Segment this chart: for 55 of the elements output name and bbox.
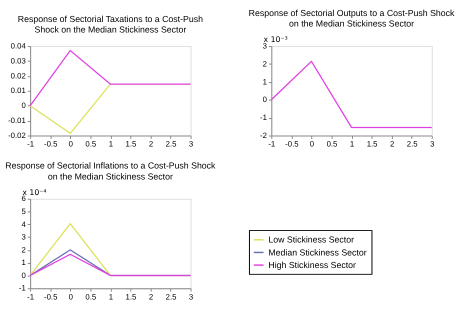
y-tick-label: 5	[21, 206, 26, 216]
x-tick-label: 0	[68, 292, 74, 302]
x-tick-label: 2.5	[406, 140, 418, 149]
x-tick-label: 3	[188, 292, 194, 302]
x-tick-label: 2	[148, 292, 154, 302]
x-tick-label: 1	[108, 292, 114, 302]
x-tick-label: 2	[148, 140, 154, 149]
x-tick-label: 0	[68, 140, 74, 149]
legend-label: Median Stickiness Sector	[268, 247, 367, 258]
y-tick-label: -0.02	[8, 130, 26, 140]
x-tick-label: 0.5	[85, 140, 96, 149]
x-tick-label: 2.5	[166, 292, 176, 302]
y-tick-label: 3	[262, 42, 267, 51]
x-tick-label: -0.5	[44, 292, 58, 302]
y-tick-label: 0.01	[10, 86, 26, 96]
y-tick-label: 0.02	[10, 71, 26, 80]
text: x 10⁻⁴	[22, 188, 47, 197]
x-tick-label: 1	[108, 140, 114, 149]
y-tick-label: 6	[21, 194, 26, 204]
y-tick-label: -1	[18, 284, 26, 293]
text: x 10⁻³	[264, 35, 288, 44]
x-tick-label: -1	[27, 140, 34, 149]
y-tick-label: 4	[21, 220, 26, 229]
x-tick-label: 3	[188, 140, 194, 149]
y-tick-label: -1	[260, 113, 267, 122]
y-tick-label: 0.04	[10, 42, 26, 51]
x-tick-label: 3	[430, 140, 434, 149]
x-tick-label: -1	[27, 292, 34, 302]
y-tick-label: 3	[21, 232, 26, 242]
y-tick-label: 0.03	[10, 56, 26, 66]
y-tick-label: 1	[262, 77, 267, 86]
x-tick-label: -0.5	[44, 140, 58, 149]
y-tick-label: -2	[260, 130, 267, 140]
x-tick-label: 0.5	[326, 140, 338, 149]
y-tick-label: 0	[21, 101, 26, 110]
y-tick-label: 0	[21, 270, 26, 280]
y-tick-label: 0	[262, 95, 268, 104]
x-tick-label: 0	[310, 140, 315, 149]
x-tick-label: 1	[350, 140, 354, 149]
x-tick-label: 0.5	[85, 292, 96, 302]
x-tick-label: 2.5	[166, 140, 176, 149]
y-tick-label: 2	[21, 245, 26, 254]
y-tick-label: -0.01	[8, 116, 26, 126]
chart-title: Response of Sectorial Outputs to a Cost-Push Shock on the Median Stickiness Sector	[248, 8, 456, 29]
x-tick-label: 2	[390, 140, 394, 149]
legend-label: High Stickiness Sector	[268, 260, 356, 270]
x-tick-label: 1.5	[366, 140, 378, 149]
chart-title: Response of Sectorial Taxations to a Cost-Push Shock on the Median Stickiness Sector	[18, 14, 204, 34]
legend-label: Low Stickiness Sector	[268, 234, 354, 245]
x-tick-label: 1.5	[126, 140, 136, 149]
chart-title: Response of Sectorial Inflations to a Cost-Push Shock on the Median Stickiness Sector	[5, 160, 216, 182]
x-tick-label: -0.5	[285, 140, 299, 149]
x-tick-label: 1.5	[126, 292, 136, 302]
y-tick-label: 1	[21, 258, 26, 268]
y-tick-label: 2	[262, 59, 267, 68]
